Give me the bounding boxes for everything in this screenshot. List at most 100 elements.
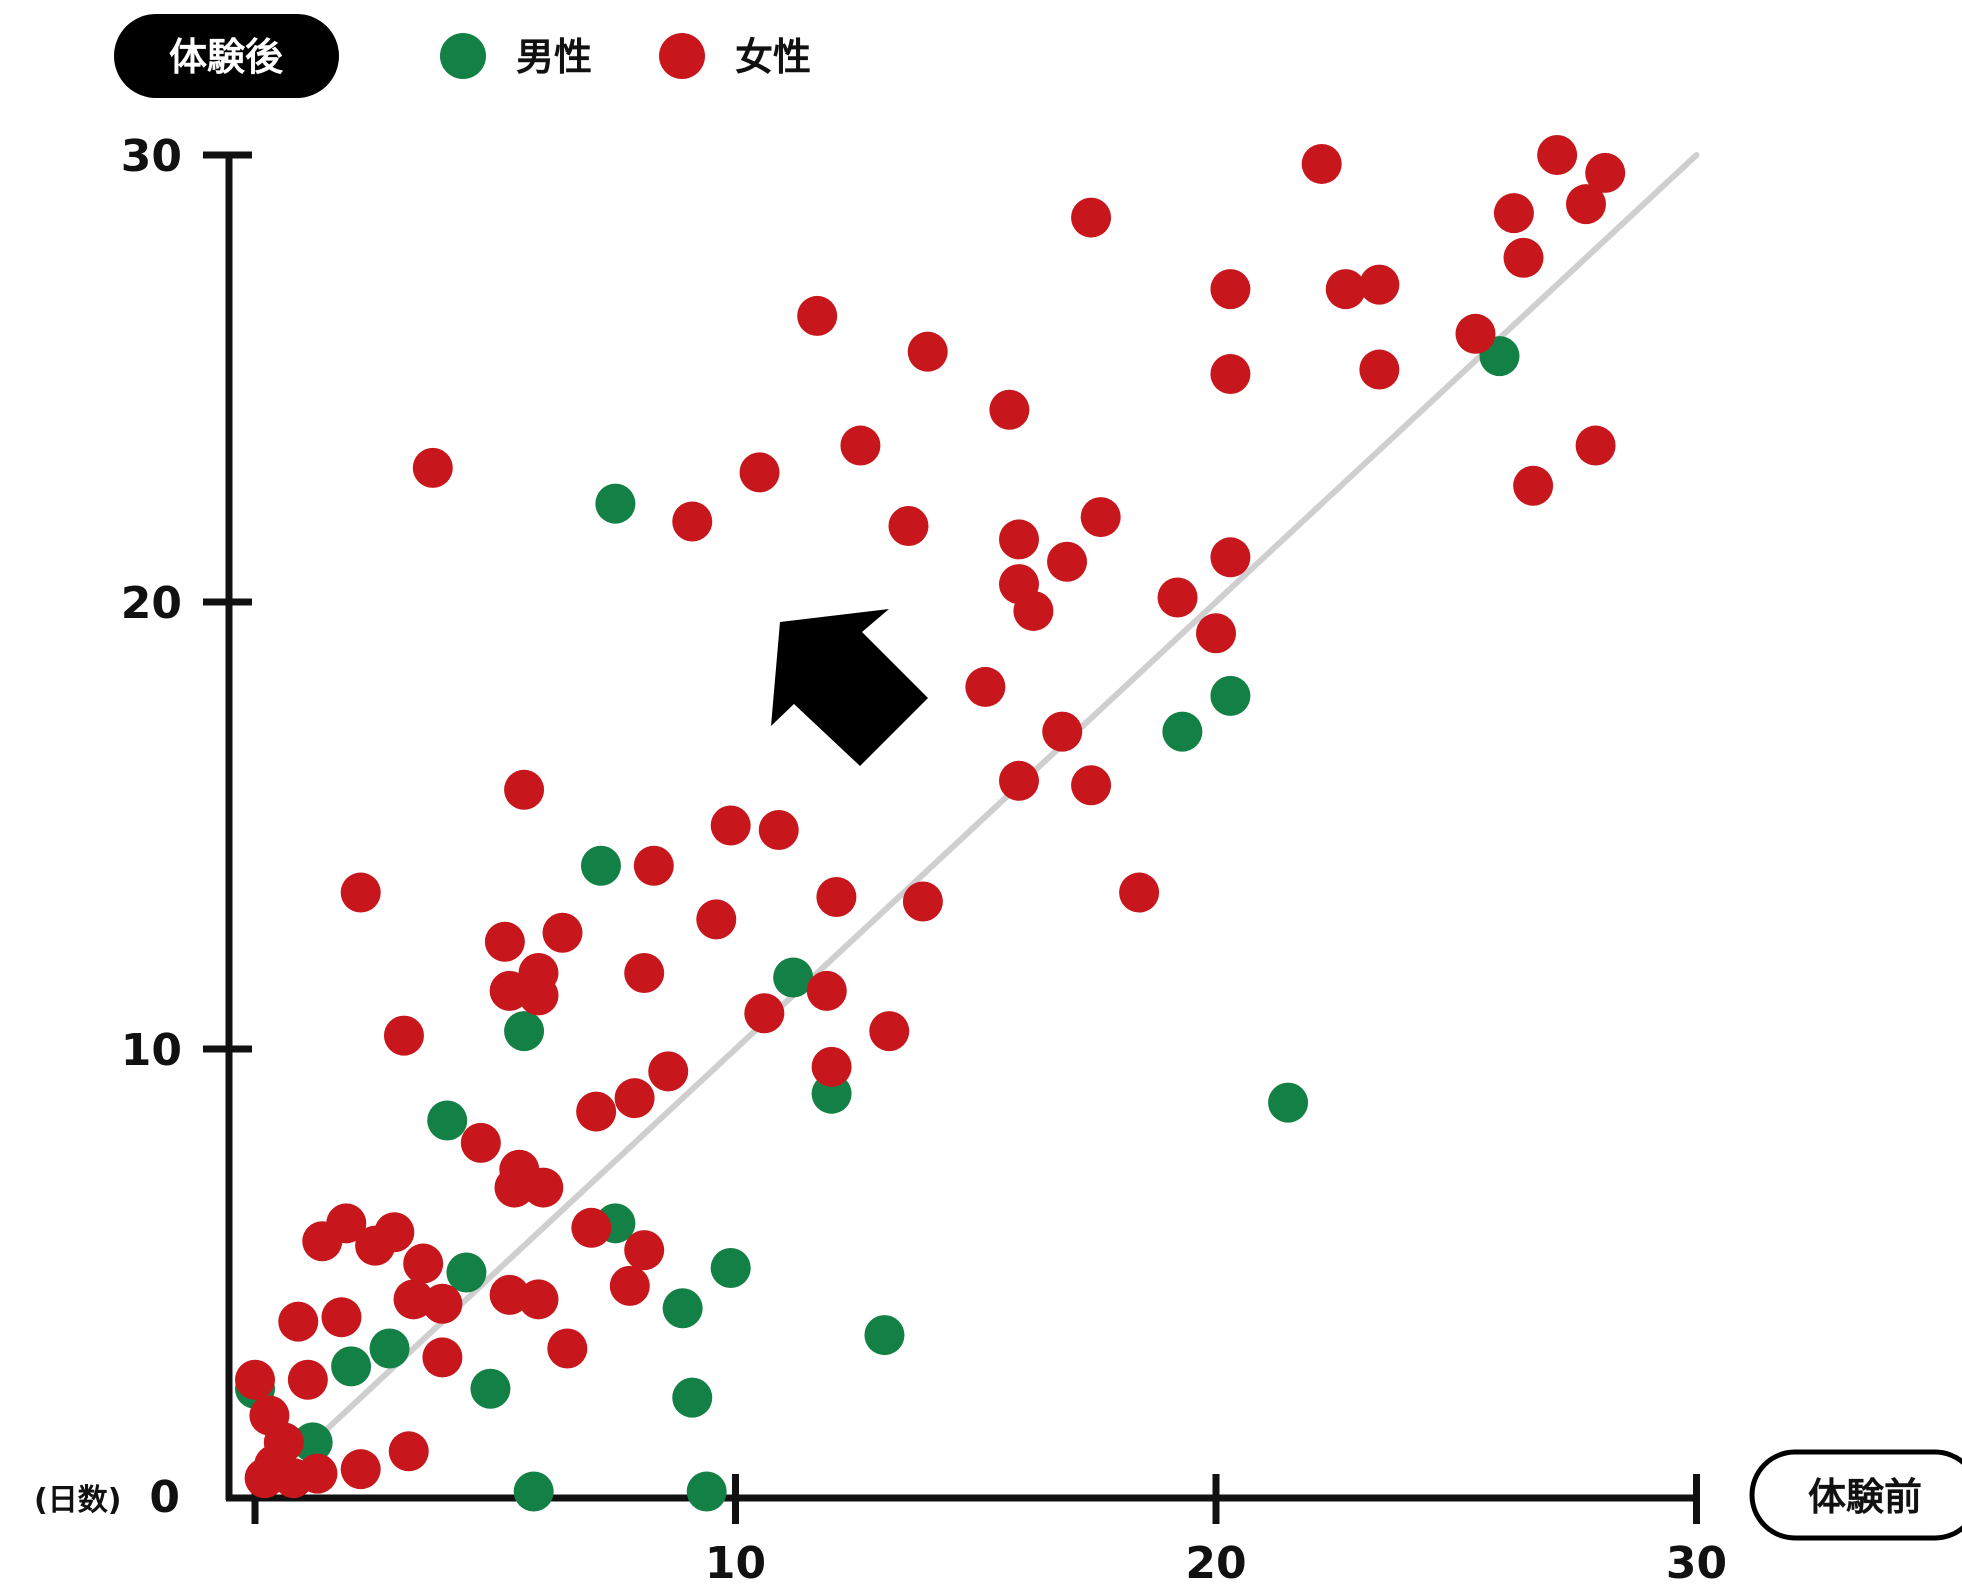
data-point-female (287, 1359, 328, 1400)
y-axis-ticks: 0 10 20 30 (121, 131, 252, 1523)
data-point-male (292, 1422, 333, 1463)
x-axis-title-pill: 体験前 (1749, 1449, 1962, 1541)
data-point-male (446, 1252, 487, 1293)
data-point-female (494, 1167, 535, 1208)
data-point-male (686, 1471, 727, 1512)
data-point-female (460, 1122, 501, 1163)
data-point-female (806, 970, 847, 1011)
data-point-male (513, 1471, 554, 1512)
data-point-male (864, 1315, 905, 1356)
data-point-female (340, 872, 381, 913)
legend-female-label: 女性 (735, 35, 811, 79)
y-tick-label: 0 (149, 1472, 180, 1523)
data-point-female (340, 1449, 381, 1490)
data-point-female (1210, 537, 1251, 578)
legend-male-label: 男性 (516, 35, 592, 79)
data-point-male (580, 845, 621, 886)
data-point-male (470, 1368, 511, 1409)
y-axis-title-pill: 体験後 (114, 14, 339, 98)
data-point-female (1042, 711, 1083, 752)
data-point-female (504, 769, 545, 810)
data-point-female (523, 1167, 564, 1208)
legend-female-swatch (659, 33, 705, 79)
data-point-female (388, 1431, 429, 1472)
data-point-male (1268, 1082, 1309, 1123)
data-point-male (504, 1011, 545, 1052)
data-point-female (547, 1328, 588, 1369)
data-point-female (244, 1458, 285, 1499)
data-point-female (1210, 269, 1251, 310)
data-point-female (1513, 465, 1554, 506)
data-point-female (1585, 152, 1626, 193)
data-point-male (427, 1100, 468, 1141)
x-axis-title: 体験前 (1808, 1475, 1922, 1519)
data-point-female (1493, 193, 1534, 234)
y-axis-unit-label: (日数) (34, 1483, 121, 1518)
data-point-female (816, 877, 857, 918)
data-point-female (758, 809, 799, 850)
x-tick-label: 30 (1666, 1538, 1727, 1589)
data-point-female (422, 1283, 463, 1324)
data-point-female (235, 1359, 275, 1400)
x-axis-title-outline (1749, 1449, 1962, 1541)
data-point-female (1196, 613, 1236, 654)
data-point-female (648, 1051, 689, 1092)
data-point-female (412, 447, 453, 488)
data-point-male (1162, 711, 1203, 752)
data-point-female (518, 1279, 559, 1320)
data-point-female (797, 295, 838, 336)
data-point-female (998, 519, 1039, 560)
data-point-female (383, 1015, 424, 1056)
data-point-male (1210, 675, 1251, 716)
data-point-female (1359, 264, 1400, 305)
data-point-male (672, 1377, 713, 1418)
data-point-female (811, 1046, 852, 1087)
data-point-female (744, 993, 785, 1034)
data-point-female (1537, 135, 1578, 175)
data-point-female (888, 506, 929, 547)
data-point-female (1325, 269, 1366, 310)
data-point-female (403, 1243, 444, 1284)
data-point-female (1047, 541, 1088, 582)
data-point-female (1080, 497, 1121, 538)
data-point-male (369, 1328, 410, 1369)
data-point-female (422, 1337, 463, 1378)
data-point-female (624, 953, 665, 994)
data-point-female (672, 501, 713, 542)
data-point-female (869, 1011, 910, 1052)
data-point-female (710, 805, 751, 846)
y-axis-title: 体験後 (169, 35, 284, 79)
data-point-female (1119, 872, 1160, 913)
data-point-female (907, 331, 948, 372)
data-point-female (1071, 197, 1112, 238)
data-point-male (773, 957, 814, 998)
x-tick-label: 10 (705, 1538, 766, 1589)
data-point-female (965, 666, 1006, 707)
y-tick-label: 20 (121, 578, 182, 629)
data-point-female (989, 389, 1030, 430)
data-point-female (696, 899, 737, 940)
pill-background (114, 14, 339, 98)
data-point-female (1301, 143, 1342, 184)
data-point-female (1359, 349, 1400, 390)
y-tick-label: 30 (121, 131, 182, 182)
data-points (235, 135, 1626, 1512)
data-point-female (278, 1301, 319, 1342)
data-point-female (840, 425, 881, 466)
data-point-male (662, 1288, 703, 1329)
axes (225, 158, 1699, 1502)
data-point-female (1071, 765, 1112, 806)
data-point-male (595, 483, 636, 524)
data-point-female (518, 975, 559, 1016)
x-axis-ticks: 10 20 30 (251, 1474, 1727, 1589)
legend: 男性 女性 (440, 33, 811, 79)
data-point-female (633, 845, 674, 886)
data-point-female (542, 912, 583, 953)
data-point-female (902, 881, 943, 922)
data-point-female (614, 1078, 655, 1119)
y-tick-label: 10 (121, 1025, 182, 1076)
legend-male-swatch (440, 33, 486, 79)
data-point-female (1455, 313, 1496, 354)
data-point-female (1157, 577, 1198, 618)
data-point-female (576, 1091, 617, 1132)
